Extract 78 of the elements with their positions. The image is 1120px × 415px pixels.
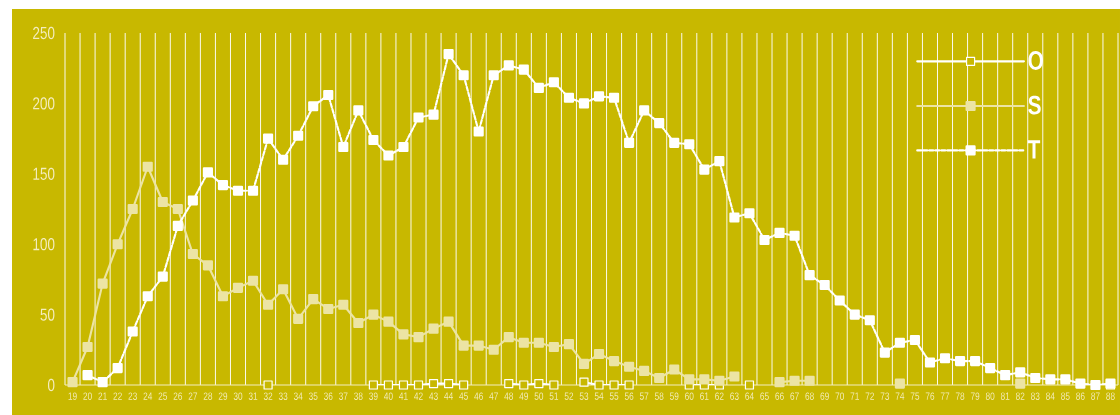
x-tick-label: 43 [429, 392, 438, 400]
x-tick-label: 49 [519, 392, 529, 400]
legend-label: S [1028, 95, 1041, 115]
x-tick-label: 86 [1076, 392, 1085, 400]
x-tick-label: 85 [1061, 392, 1070, 400]
x-tick-label: 78 [955, 392, 965, 400]
x-tick-label: 76 [925, 392, 935, 400]
x-tick-label: 46 [474, 392, 483, 400]
x-tick-label: 70 [835, 392, 845, 400]
x-tick-label: 75 [910, 392, 920, 400]
x-tick-label: 27 [188, 392, 198, 400]
x-tick-label: 41 [399, 392, 408, 400]
x-tick-label: 40 [383, 392, 393, 400]
x-tick-label: 63 [730, 392, 739, 400]
x-tick-label: 56 [624, 392, 634, 400]
x-tick-label: 66 [775, 392, 784, 400]
x-tick-label: 42 [414, 392, 423, 400]
x-tick-label: 38 [354, 392, 363, 400]
x-tick-label: 54 [594, 392, 604, 400]
x-tick-label: 87 [1091, 392, 1100, 400]
x-tick-label: 82 [1015, 392, 1025, 400]
x-tick-label: 29 [218, 392, 228, 400]
x-tick-label: 26 [173, 392, 183, 400]
x-tick-label: 31 [248, 392, 258, 400]
x-tick-label: 32 [263, 392, 273, 400]
x-tick-label: 33 [278, 392, 288, 400]
x-tick-label: 25 [158, 392, 168, 400]
x-tick-label: 61 [700, 392, 709, 400]
y-tick-label: 100 [33, 238, 55, 251]
x-tick-label: 48 [504, 392, 514, 400]
x-tick-label: 19 [68, 392, 77, 400]
x-tick-label: 30 [233, 392, 243, 400]
x-tick-label: 65 [760, 392, 769, 400]
x-tick-label: 51 [549, 392, 559, 400]
x-tick-label: 74 [895, 392, 905, 400]
x-tick-label: 60 [685, 392, 694, 400]
x-tick-label: 79 [970, 392, 980, 400]
x-tick-label: 81 [1000, 392, 1010, 400]
y-tick-label: 0 [47, 378, 55, 392]
x-tick-label: 21 [98, 392, 107, 400]
x-tick-label: 47 [489, 392, 498, 400]
x-tick-label: 62 [715, 392, 724, 400]
y-tick-label: 250 [33, 26, 55, 40]
x-tick-label: 44 [444, 392, 453, 400]
y-tick-label: 50 [40, 308, 55, 321]
x-tick-label: 84 [1046, 392, 1055, 400]
x-tick-label: 52 [564, 392, 574, 400]
x-tick-label: 69 [820, 392, 829, 400]
x-tick-label: 50 [534, 392, 544, 400]
x-tick-label: 72 [865, 392, 874, 400]
x-tick-label: 53 [579, 392, 589, 400]
y-tick-label: 200 [33, 97, 55, 110]
x-tick-label: 80 [985, 392, 995, 400]
x-tick-label: 23 [128, 392, 137, 400]
x-tick-label: 20 [83, 392, 92, 400]
x-tick-label: 28 [203, 392, 213, 400]
x-tick-label: 37 [338, 392, 348, 400]
x-tick-label: 39 [369, 392, 378, 400]
x-tick-label: 73 [880, 392, 890, 400]
y-tick-label: 150 [33, 167, 55, 180]
x-tick-label: 45 [459, 392, 468, 400]
x-tick-label: 59 [669, 392, 679, 400]
x-tick-label: 57 [639, 392, 649, 400]
x-tick-label: 67 [790, 392, 799, 400]
x-tick-label: 55 [609, 392, 619, 400]
x-tick-label: 24 [143, 392, 153, 400]
x-tick-label: 83 [1030, 392, 1040, 400]
x-tick-label: 22 [113, 392, 122, 400]
x-tick-label: 77 [940, 392, 950, 400]
x-tick-label: 34 [293, 392, 303, 400]
x-tick-label: 71 [850, 392, 859, 400]
x-tick-label: 36 [323, 392, 333, 400]
x-tick-label: 58 [654, 392, 664, 400]
x-tick-label: 64 [745, 392, 754, 400]
legend-label: T [1027, 140, 1041, 159]
x-tick-label: 35 [308, 392, 318, 400]
x-tick-label: 68 [805, 392, 814, 400]
x-tick-label: 88 [1106, 392, 1115, 400]
